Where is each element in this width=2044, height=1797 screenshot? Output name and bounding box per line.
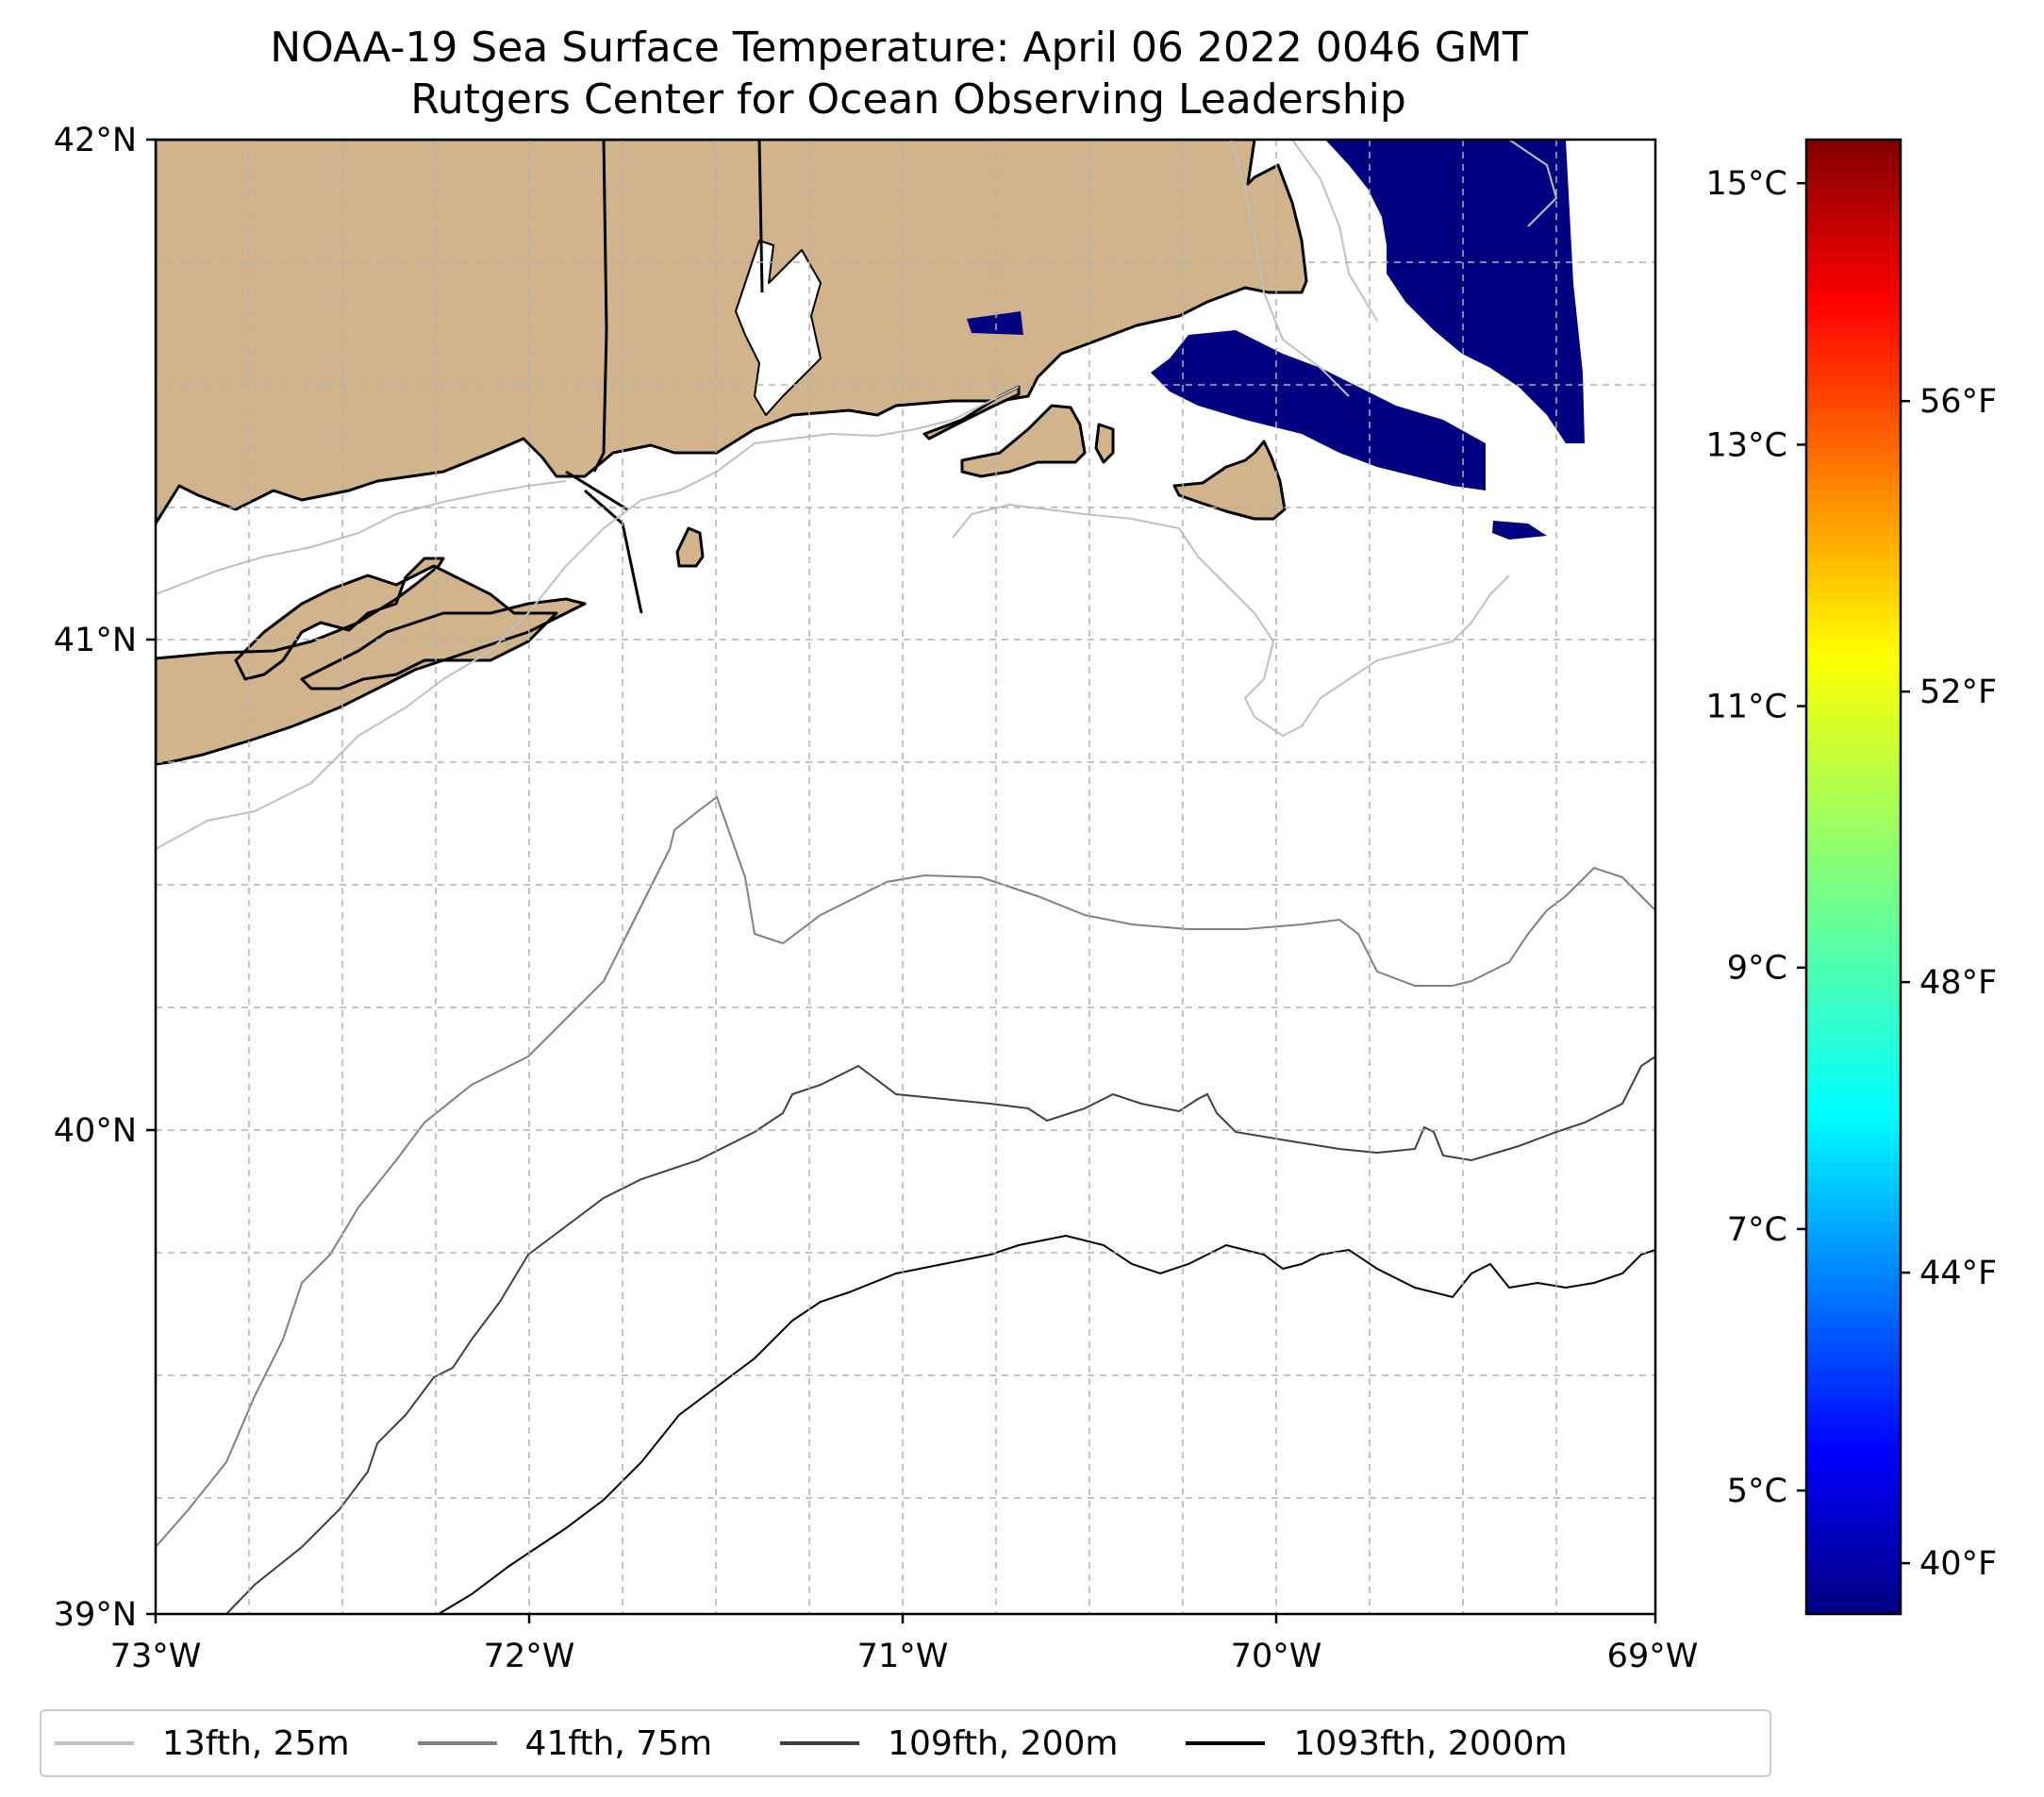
block-island [675, 526, 705, 568]
legend-swatch [55, 1741, 134, 1745]
colorbar-fahrenheit-label: 44°F [1919, 1255, 1997, 1292]
colorbar [1804, 138, 1903, 1616]
y-tick-label: 42°N [54, 122, 137, 159]
y-tick-label: 40°N [54, 1112, 137, 1150]
legend-label: 1093fth, 2000m [1293, 1723, 1568, 1763]
colorbar-fahrenheit-label: 48°F [1919, 964, 1997, 1002]
x-tick-label: 72°W [484, 1638, 575, 1675]
x-tick-label: 73°W [110, 1638, 202, 1675]
chart-title-line1: NOAA-19 Sea Surface Temperature: April 0… [270, 24, 1528, 72]
bathymetry-75m [156, 795, 1655, 1548]
contour-legend: 13fth, 25m 41fth, 75m 109fth, 200m 1093f… [40, 1709, 1771, 1777]
nantucket [1172, 440, 1287, 521]
map-panel [156, 140, 1655, 1614]
sst-patch-nantucket-shoals [1151, 330, 1486, 491]
y-tick-label: 39°N [54, 1596, 137, 1634]
chappaquiddick [1094, 423, 1115, 464]
sst-patch-cape-cod [967, 311, 1023, 335]
x-tick-labels: 73°W 72°W 71°W 70°W 69°W [110, 1638, 1699, 1675]
land-masses [156, 140, 1308, 766]
long-island [156, 557, 587, 766]
sst-patch-small [1492, 521, 1547, 540]
legend-label: 109fth, 200m [888, 1723, 1119, 1763]
mainland-land [156, 140, 1308, 525]
legend-item-200m: 109fth, 200m [780, 1724, 1118, 1763]
colorbar-fahrenheit-label: 56°F [1919, 383, 1997, 421]
legend-swatch [417, 1741, 497, 1745]
map-frame [154, 138, 1657, 1616]
y-tick-label: 41°N [54, 622, 137, 659]
colorbar-celsius-label: 15°C [1706, 165, 1787, 203]
bathymetry-200m [225, 1056, 1655, 1614]
legend-swatch [780, 1741, 860, 1745]
sst-patches [967, 140, 1585, 540]
legend-item-75m: 41fth, 75m [417, 1723, 713, 1763]
x-tick-label: 70°W [1231, 1638, 1322, 1675]
narragansett-bay [735, 240, 822, 416]
legend-item-25m: 13fth, 25m [55, 1724, 350, 1763]
sst-patch-georges [1325, 140, 1585, 443]
chart-title-line2: Rutgers Center for Ocean Observing Leade… [410, 75, 1406, 124]
map-tick-marks [146, 138, 1657, 1623]
legend-label: 13fth, 25m [162, 1723, 350, 1763]
colorbar-ticks: 15°C 13°C 11°C 9°C 7°C 5°C 56°F 52°F 48°F 44°F 40°… [1706, 165, 1998, 1583]
legend-label: 41fth, 75m [524, 1723, 713, 1763]
colorbar-celsius-label: 5°C [1727, 1473, 1787, 1510]
map-gridlines [156, 140, 1655, 1614]
colorbar-celsius-label: 11°C [1706, 689, 1787, 726]
colorbar-fahrenheit-label: 52°F [1919, 674, 1997, 711]
y-tick-labels: 42°N 41°N 40°N 39°N [54, 122, 137, 1634]
marthas-vineyard [960, 404, 1087, 478]
colorbar-fahrenheit-label: 40°F [1919, 1545, 1997, 1583]
colorbar-celsius-label: 7°C [1727, 1211, 1787, 1249]
bathymetry-2000m [438, 1234, 1655, 1614]
legend-swatch [1186, 1741, 1266, 1745]
colorbar-celsius-label: 13°C [1706, 426, 1787, 464]
elizabeth-islands [922, 385, 1021, 441]
x-tick-label: 71°W [857, 1638, 949, 1675]
x-tick-label: 69°W [1607, 1638, 1699, 1675]
colorbar-celsius-label: 9°C [1727, 950, 1787, 988]
legend-item-2000m: 1093fth, 2000m [1186, 1723, 1568, 1763]
